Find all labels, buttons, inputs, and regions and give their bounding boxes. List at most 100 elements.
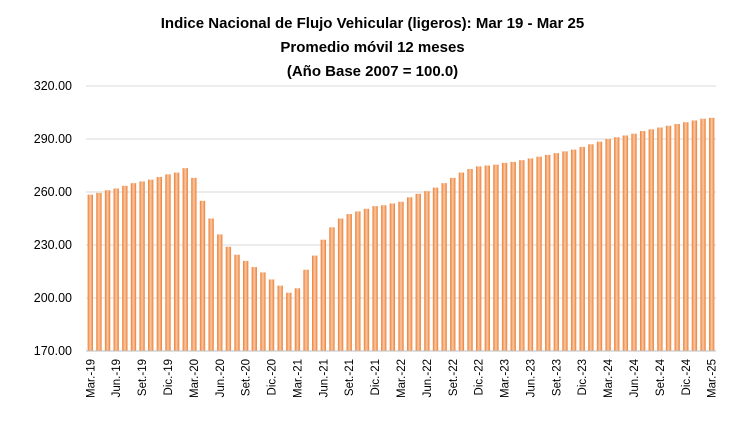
x-tick-label: Mar.-23 [500, 359, 512, 398]
y-tick-label: 260.00 [34, 185, 72, 199]
x-tick-label: Jun.-20 [215, 359, 227, 397]
bar [631, 133, 637, 351]
bar [519, 160, 525, 351]
bar [208, 218, 214, 351]
bar [683, 122, 689, 351]
bar [398, 201, 404, 351]
bar [148, 179, 154, 351]
x-tick-label: Set.-22 [448, 359, 460, 396]
x-tick-label: Mar.-24 [603, 358, 615, 398]
bar [294, 288, 301, 351]
bar [113, 188, 119, 351]
x-tick-label: Jun.-22 [422, 359, 434, 397]
x-tick-label: Mar.-20 [189, 359, 201, 398]
x-tick-label: Dic.-22 [474, 359, 486, 395]
x-tick-label: Jun.-23 [525, 359, 537, 397]
bar [104, 190, 111, 351]
bar [484, 165, 490, 351]
bar [139, 181, 145, 351]
bar [346, 214, 352, 351]
bar [156, 176, 163, 351]
x-tick-label: Dic.-24 [681, 358, 693, 395]
x-tick-label: Set.-24 [655, 358, 667, 396]
bar [622, 135, 629, 351]
bar [596, 141, 603, 351]
bar [199, 200, 206, 351]
bar [510, 161, 516, 351]
bar [441, 183, 447, 351]
bar [545, 154, 551, 351]
x-tick-label: Set.-23 [551, 359, 563, 396]
bar [268, 279, 275, 351]
y-tick-label: 290.00 [34, 132, 72, 146]
bar [122, 185, 128, 351]
bar [700, 118, 706, 351]
bar [225, 246, 232, 351]
bar [286, 292, 292, 351]
bar [96, 192, 102, 351]
x-tick-label: Dic.-20 [267, 359, 279, 395]
bar [182, 168, 188, 351]
bar [242, 260, 249, 351]
bar [381, 205, 387, 351]
chart-title-line-2: Promedio móvil 12 meses [280, 39, 465, 56]
bar [415, 193, 421, 351]
bar [536, 156, 542, 351]
y-tick-label: 230.00 [34, 238, 72, 252]
x-tick-label: Set.-20 [241, 359, 253, 396]
bar [355, 211, 361, 351]
bar [450, 177, 456, 351]
bar [329, 227, 335, 351]
bar [363, 208, 370, 351]
bar [424, 191, 430, 351]
x-tick-label: Set.-21 [344, 359, 356, 396]
bar [570, 149, 577, 351]
x-tick-label: Dic.-21 [370, 359, 382, 395]
bar [665, 125, 672, 351]
bar [614, 137, 620, 351]
y-tick-label: 320.00 [34, 79, 72, 93]
y-tick-label: 200.00 [34, 291, 72, 305]
bar [320, 239, 327, 351]
bar [173, 172, 180, 351]
bar [562, 151, 568, 351]
bar [260, 272, 266, 351]
bar [553, 153, 560, 351]
bar [217, 234, 223, 351]
x-tick-label: Jun.-24 [629, 358, 641, 397]
bar [337, 218, 344, 351]
bar [475, 166, 482, 351]
bar [312, 255, 318, 351]
bar [605, 139, 611, 351]
bar [709, 117, 715, 351]
x-tick-label: Mar.-21 [292, 359, 304, 398]
bar [87, 194, 93, 351]
x-tick-label: Mar.-25 [707, 359, 719, 398]
bar [251, 267, 257, 351]
bar [588, 144, 594, 351]
bar [639, 131, 646, 351]
bar [657, 127, 663, 352]
x-tick-label: Set.-19 [137, 359, 149, 396]
chart-title-line-1: Indice Nacional de Flujo Vehicular (lige… [160, 15, 585, 32]
bar [303, 269, 309, 351]
bar [527, 158, 534, 351]
bar [467, 169, 473, 351]
bar [579, 146, 585, 351]
x-tick-label: Jun.-19 [111, 359, 123, 397]
bar [234, 254, 240, 351]
bar [691, 120, 698, 351]
chart-title-line-3: (Año Base 2007 = 100.0) [286, 63, 459, 80]
bar [501, 162, 508, 351]
bar [277, 285, 283, 351]
bar [432, 187, 439, 351]
bar [648, 129, 654, 351]
bar [191, 177, 197, 351]
x-tick-label: Dic.-19 [163, 359, 175, 395]
x-tick-label: Jun.-21 [318, 359, 330, 397]
x-tick-label: Mar.-22 [396, 359, 408, 398]
bar [165, 174, 171, 351]
bar [130, 183, 137, 351]
